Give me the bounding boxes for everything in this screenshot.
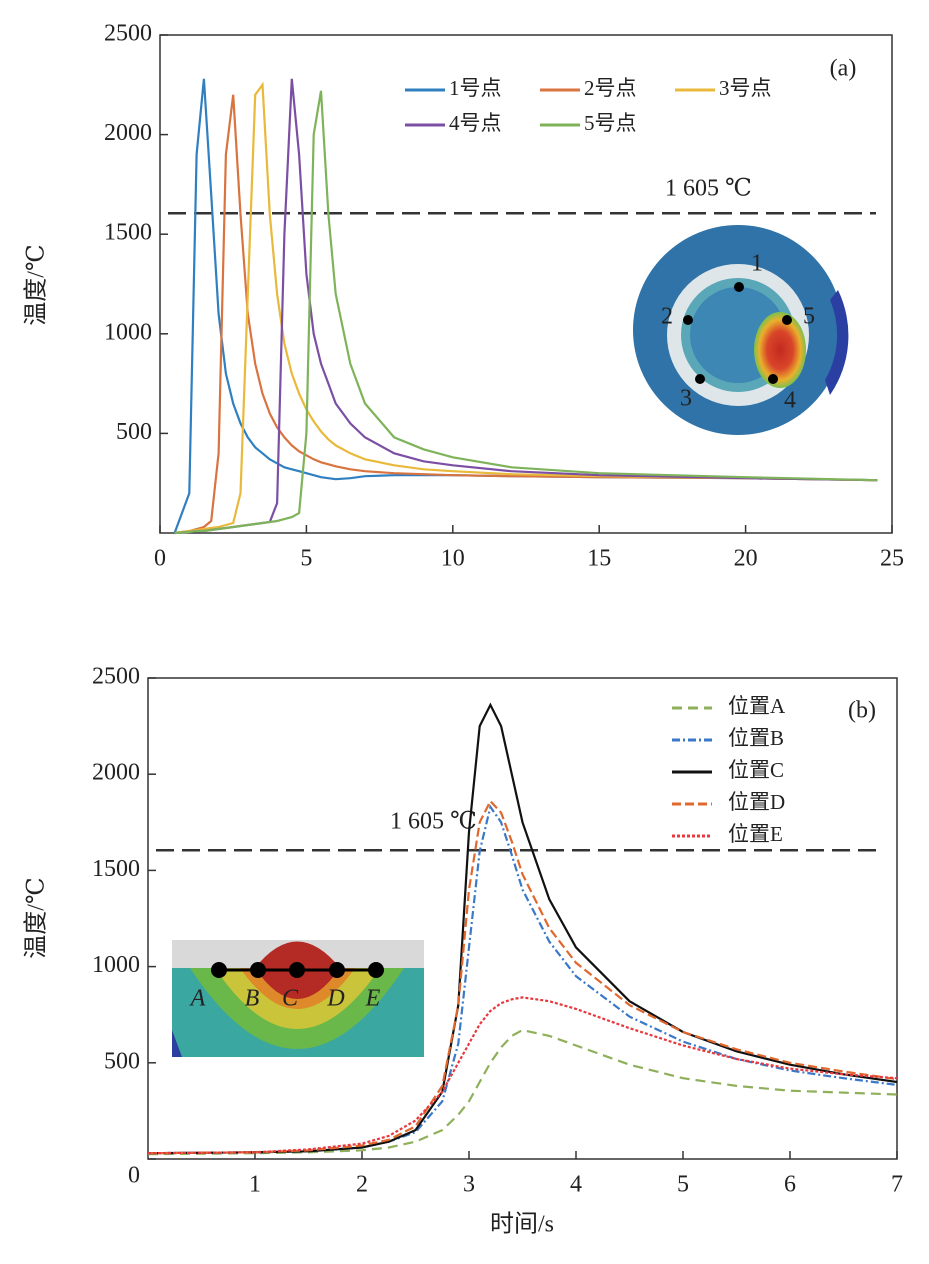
- plot-frame: [159, 34, 893, 534]
- y-axis-label: 温度/℃: [23, 244, 50, 326]
- legend-label: 位置D: [728, 790, 785, 814]
- x-tick-label: 6: [784, 1172, 796, 1198]
- series-line: [174, 90, 878, 535]
- y-tick-label: 1000: [92, 952, 140, 978]
- legend-label: 3号点: [719, 76, 772, 100]
- y-axis-label: 温度/℃: [23, 877, 50, 959]
- reference-label: 1 605 ℃: [665, 176, 752, 202]
- legend-label: 位置B: [728, 726, 784, 750]
- legend-label: 位置E: [728, 822, 783, 846]
- y-tick-label: 1500: [92, 856, 140, 882]
- x-tick-label: 15: [587, 546, 611, 572]
- inset-label: A: [189, 986, 206, 1012]
- inset-b: [172, 940, 424, 1057]
- legend-label: 4号点: [449, 111, 502, 135]
- x-tick-label: 4: [570, 1172, 582, 1198]
- legend-label: 位置C: [728, 758, 784, 782]
- legend-label: 5号点: [584, 111, 637, 135]
- panel-label: (a): [830, 56, 857, 82]
- series-line: [147, 702, 898, 1155]
- x-axis-label: 时间/s: [490, 1211, 554, 1238]
- legend-label: 位置A: [728, 694, 786, 718]
- y-tick-label: 500: [116, 419, 152, 445]
- y-tick-label: 2000: [104, 120, 152, 146]
- legend-label: 2号点: [584, 76, 637, 100]
- y-tick-label: 2500: [104, 21, 152, 47]
- inset-label: 5: [803, 304, 815, 330]
- inset-label: C: [282, 986, 299, 1012]
- inset-label: 4: [784, 388, 796, 414]
- x-tick-label: 20: [734, 546, 758, 572]
- legend-label: 1号点: [449, 76, 502, 100]
- y-tick-label: 0: [128, 1163, 140, 1189]
- y-tick-label: 2000: [92, 760, 140, 786]
- x-tick-label: 1: [249, 1172, 261, 1198]
- series-line: [147, 1028, 898, 1156]
- inset-label: 3: [680, 386, 692, 412]
- x-tick-label: 0: [154, 546, 166, 572]
- inset-label: E: [365, 986, 381, 1012]
- series-line: [174, 81, 878, 535]
- x-tick-label: 10: [441, 546, 465, 572]
- inset-label: 1: [751, 251, 763, 277]
- y-tick-label: 2500: [92, 664, 140, 690]
- series-line: [174, 94, 878, 535]
- y-tick-label: 1000: [104, 319, 152, 345]
- series-line: [147, 996, 898, 1155]
- y-tick-label: 1500: [104, 220, 152, 246]
- x-tick-label: 7: [891, 1172, 903, 1198]
- x-tick-label: 5: [677, 1172, 689, 1198]
- inset-label: D: [326, 986, 344, 1012]
- inset-label: B: [245, 986, 260, 1012]
- x-tick-label: 3: [463, 1172, 475, 1198]
- series-line: [147, 799, 898, 1155]
- x-tick-label: 2: [356, 1172, 368, 1198]
- inset-a: [633, 225, 849, 435]
- x-tick-label: 25: [880, 546, 904, 572]
- reference-label: 1 605 ℃: [390, 809, 477, 835]
- x-tick-label: 5: [300, 546, 312, 572]
- inset-label: 2: [661, 304, 673, 330]
- y-tick-label: 500: [104, 1048, 140, 1074]
- plot-frame: [147, 677, 898, 1160]
- panel-label: (b): [848, 698, 876, 724]
